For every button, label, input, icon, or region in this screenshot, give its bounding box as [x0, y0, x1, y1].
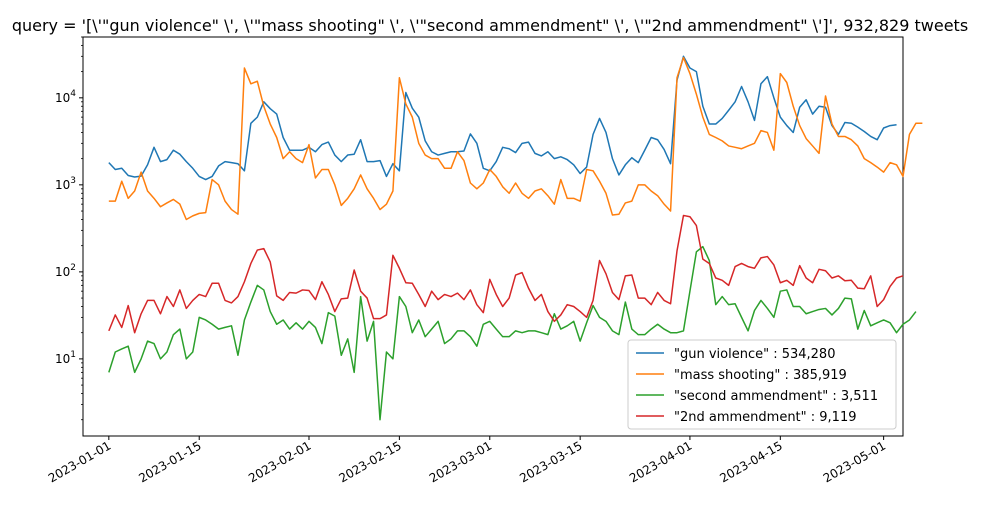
- y-tick-label: 104: [55, 89, 76, 105]
- y-tick-label: 102: [55, 263, 76, 279]
- legend-entry: "mass shooting" : 385,919: [674, 368, 847, 383]
- series-lines: [108, 55, 923, 421]
- series-line-3: [108, 245, 917, 421]
- x-tick-label: 2023-02-15: [336, 438, 403, 485]
- legend: "gun violence" : 534,280 "mass shooting" …: [627, 339, 897, 430]
- legend-entry: "gun violence" : 534,280: [674, 347, 835, 362]
- y-tick-base: 10: [55, 265, 70, 279]
- legend-entry: "2nd ammendment" : 9,119: [674, 410, 857, 425]
- y-tick-exponent: 3: [70, 176, 76, 186]
- legend-box: [627, 339, 897, 430]
- y-tick-exponent: 2: [70, 263, 76, 273]
- x-axis: 2023-01-01 2023-01-15 2023-02-01 2023-02-15…: [46, 436, 888, 485]
- x-tick-label: 2023-03-15: [517, 438, 584, 485]
- series-line-4: [108, 214, 904, 334]
- y-tick-exponent: 4: [70, 89, 76, 99]
- y-tick-exponent: 1: [70, 350, 76, 360]
- y-tick-label: 103: [55, 176, 76, 192]
- chart-title: query = '[\'"gun violence" \', \'"mass s…: [12, 16, 968, 35]
- x-tick-label: 2023-03-01: [427, 438, 494, 485]
- x-tick-label: 2023-04-15: [717, 438, 784, 485]
- plot-frame: [82, 36, 904, 437]
- x-tick-label: 2023-01-01: [46, 438, 113, 485]
- x-tick-label: 2023-01-15: [136, 438, 203, 485]
- series-line-2: [108, 56, 923, 221]
- y-tick-label: 101: [55, 350, 76, 366]
- y-tick-base: 10: [55, 352, 70, 366]
- y-tick-base: 10: [55, 91, 70, 105]
- x-tick-label: 2023-02-01: [246, 438, 313, 485]
- legend-entry: "second ammendment" : 3,511: [674, 389, 878, 404]
- x-tick-label: 2023-04-01: [627, 438, 694, 485]
- series-line-1: [108, 55, 897, 181]
- x-tick-label: 2023-05-01: [821, 438, 888, 485]
- y-tick-base: 10: [55, 178, 70, 192]
